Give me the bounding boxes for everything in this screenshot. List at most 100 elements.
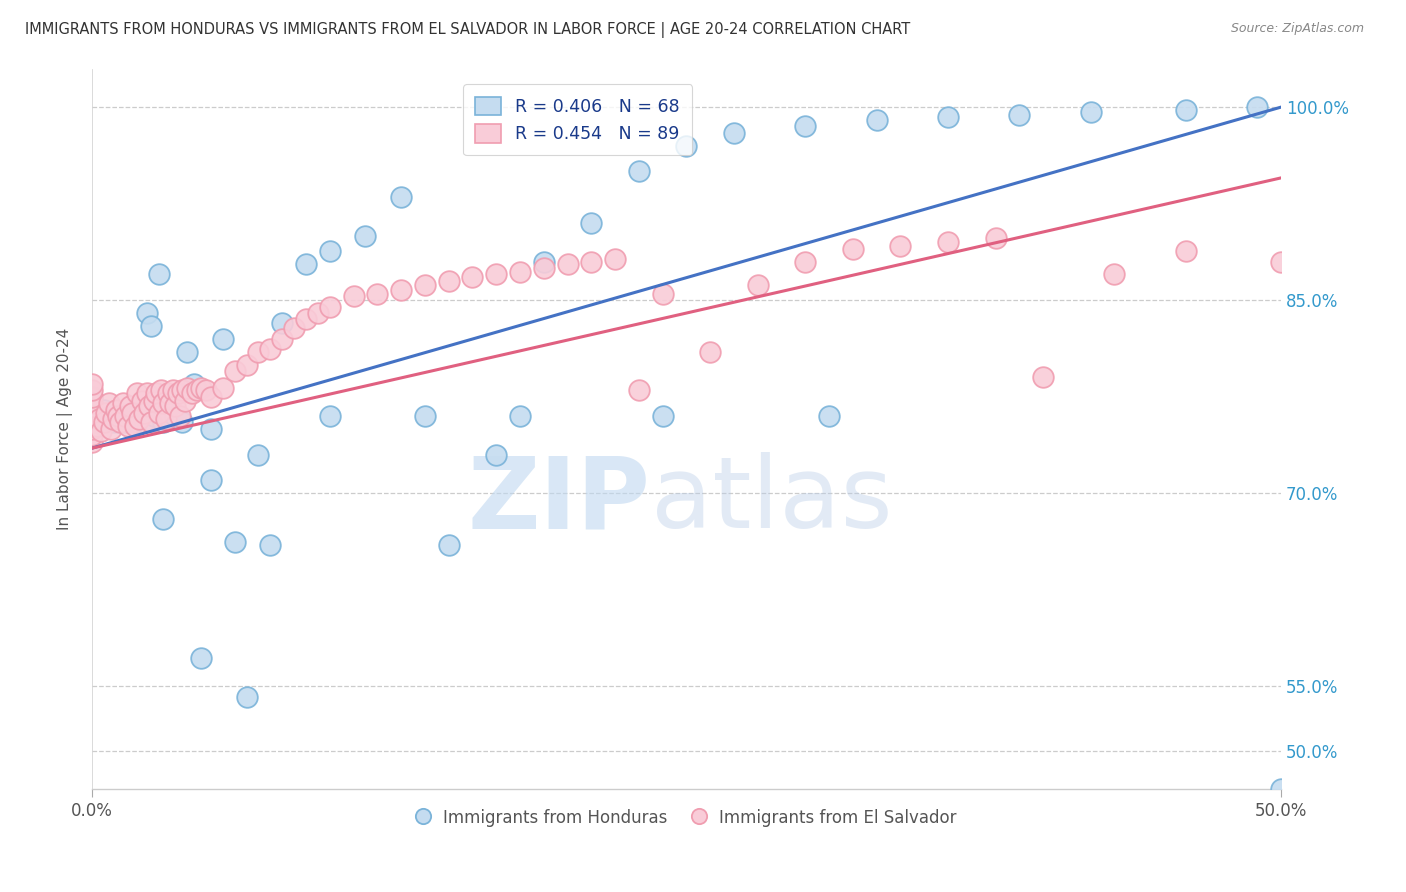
Point [80,384,103,398]
Point [111,409,134,423]
Point [142,409,165,423]
Point [1246,100,1268,114]
Point [283,321,305,335]
Point [889,239,911,253]
Point [1008,108,1031,122]
Point [142,393,165,408]
Point [80,422,103,436]
Point [176,344,198,359]
Point [117,419,139,434]
Point [103,411,125,425]
Point [165,409,187,423]
Point [87,411,110,425]
Point [1270,254,1292,268]
Point [124,409,146,423]
Point [138,399,160,413]
Point [172,384,194,398]
Point [413,277,436,292]
Point [319,244,342,259]
Point [533,260,555,275]
Point [200,474,222,488]
Point [87,416,110,430]
Point [117,411,139,425]
Point [842,242,865,256]
Point [80,402,103,417]
Point [80,396,103,410]
Point [176,381,198,395]
Point [186,384,208,398]
Point [118,399,141,413]
Point [166,385,188,400]
Point [100,416,122,430]
Point [936,111,959,125]
Point [80,409,103,423]
Point [97,409,120,423]
Point [134,416,156,430]
Point [104,416,127,430]
Point [295,257,318,271]
Point [190,381,212,395]
Point [157,411,180,425]
Point [461,270,484,285]
Point [80,409,103,423]
Point [818,409,841,423]
Point [135,385,157,400]
Point [121,416,143,430]
Point [107,409,129,423]
Point [627,384,650,398]
Point [1080,105,1102,120]
Point [96,416,118,430]
Point [90,425,112,439]
Point [80,434,103,449]
Point [80,376,103,391]
Text: atlas: atlas [651,452,893,549]
Point [148,268,170,282]
Point [155,411,177,425]
Point [127,385,149,400]
Point [93,402,115,417]
Point [200,390,222,404]
Point [699,344,721,359]
Point [159,396,181,410]
Text: ZIP: ZIP [468,452,651,549]
Point [173,393,195,408]
Point [80,428,103,442]
Point [603,252,626,266]
Point [183,376,205,391]
Point [413,409,436,423]
Point [581,254,603,268]
Point [97,396,120,410]
Point [437,274,460,288]
Point [152,416,174,430]
Point [271,332,294,346]
Point [128,411,150,425]
Point [162,384,184,398]
Point [485,448,508,462]
Point [165,399,187,413]
Point [110,416,132,430]
Point [224,364,246,378]
Text: Source: ZipAtlas.com: Source: ZipAtlas.com [1230,22,1364,36]
Point [723,126,745,140]
Point [557,257,579,271]
Point [80,390,103,404]
Point [1174,103,1197,117]
Point [131,406,153,420]
Point [235,690,257,704]
Point [794,254,817,268]
Point [509,409,531,423]
Point [111,396,134,410]
Point [149,384,172,398]
Point [342,289,364,303]
Point [93,416,115,430]
Point [103,409,125,423]
Point [581,216,603,230]
Point [794,120,817,134]
Point [354,228,377,243]
Point [131,393,153,408]
Point [121,406,143,420]
Point [675,138,697,153]
Point [127,416,149,430]
Point [319,409,342,423]
Point [866,113,889,128]
